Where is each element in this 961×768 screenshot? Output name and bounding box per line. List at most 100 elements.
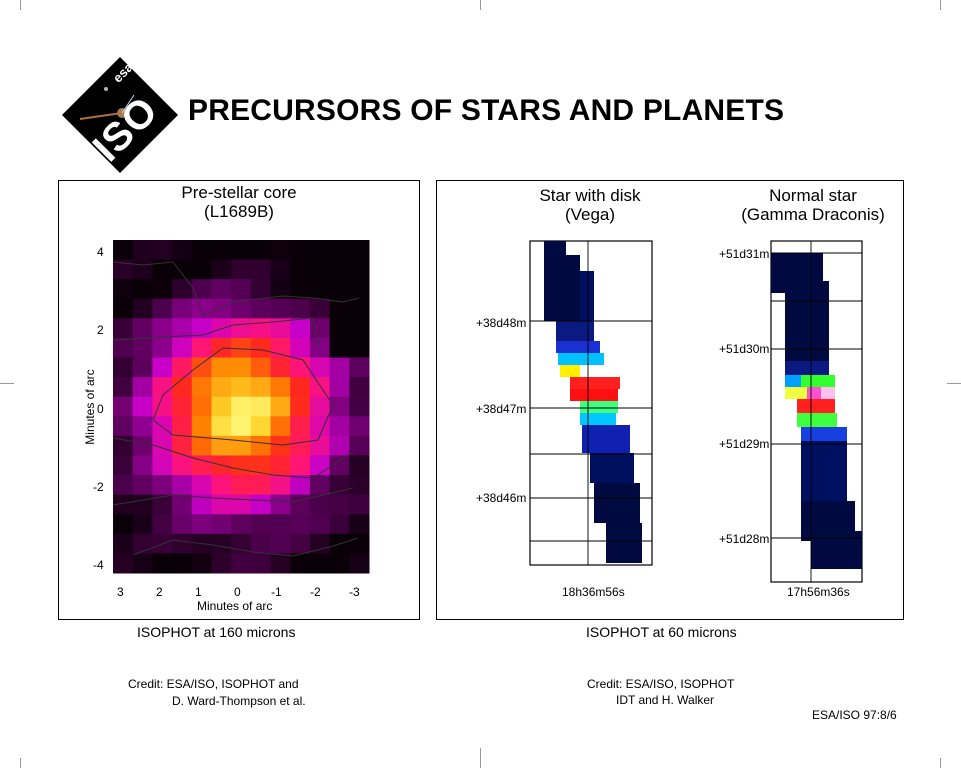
heatmap-cell bbox=[172, 435, 193, 456]
gamma-dec-tick: +51d29m bbox=[719, 437, 770, 451]
heatmap-cell bbox=[309, 553, 331, 574]
y-tick: -2 bbox=[93, 480, 104, 494]
heatmap-cell bbox=[250, 279, 272, 300]
heatmap-cell bbox=[290, 377, 311, 398]
x-tick: -1 bbox=[271, 585, 282, 599]
heatmap-cell bbox=[250, 494, 272, 515]
heatmap-cell bbox=[132, 514, 153, 535]
heatmap-cell bbox=[231, 318, 252, 339]
map-cell bbox=[821, 387, 835, 399]
heatmap-cell bbox=[211, 475, 232, 496]
map-cell bbox=[797, 413, 837, 427]
left-panel-title-2: (L1689B) bbox=[204, 202, 274, 221]
heatmap-cell bbox=[211, 396, 232, 417]
y-axis-label: Minutes of arc bbox=[83, 369, 97, 445]
heatmap-cell bbox=[172, 475, 193, 496]
heatmap-cell bbox=[132, 279, 153, 300]
heatmap-cell bbox=[270, 455, 291, 476]
heatmap-cell bbox=[290, 475, 311, 496]
heatmap-cell bbox=[349, 416, 370, 437]
heatmap-cell bbox=[290, 337, 311, 359]
map-cell bbox=[580, 413, 616, 425]
map-cell bbox=[544, 241, 566, 321]
heatmap-cell bbox=[250, 475, 272, 496]
heatmap-cell bbox=[152, 514, 173, 535]
heatmap-cell bbox=[152, 337, 173, 359]
heatmap-cell bbox=[172, 553, 193, 574]
heatmap-cell bbox=[172, 416, 193, 437]
heatmap-cell bbox=[329, 240, 350, 261]
heatmap-cell bbox=[250, 416, 272, 437]
right-credit-2: IDT and H. Walker bbox=[616, 693, 715, 707]
left-panel-title-1: Pre-stellar core bbox=[181, 183, 297, 202]
heatmap-cell bbox=[270, 240, 291, 261]
heatmap-cell bbox=[113, 416, 134, 437]
heatmap-cell bbox=[250, 533, 272, 554]
vega-title-2: (Vega) bbox=[564, 205, 616, 224]
heatmap-cell bbox=[231, 240, 252, 261]
vega-map bbox=[529, 240, 653, 566]
heatmap-cell bbox=[309, 240, 331, 261]
heatmap-cell bbox=[270, 416, 291, 437]
heatmap-cell bbox=[349, 475, 370, 496]
heatmap-cell bbox=[132, 553, 153, 574]
heatmap-cell bbox=[349, 240, 370, 261]
heatmap-cell bbox=[231, 455, 252, 476]
map-cell bbox=[606, 523, 642, 563]
map-cell bbox=[580, 401, 618, 413]
heatmap-cell bbox=[172, 259, 193, 280]
map-cell bbox=[811, 531, 862, 569]
heatmap-cell bbox=[309, 337, 331, 359]
x-tick: -3 bbox=[349, 585, 360, 599]
heatmap-cell bbox=[191, 416, 212, 437]
heatmap-cell bbox=[211, 533, 232, 554]
heatmap-cell bbox=[250, 259, 272, 280]
heatmap-cell bbox=[152, 435, 173, 456]
gamma-dec-tick: +51d31m bbox=[719, 247, 770, 261]
map-cell bbox=[807, 387, 821, 399]
heatmap-cell bbox=[290, 435, 311, 456]
map-cell bbox=[566, 255, 580, 325]
heatmap-cell bbox=[132, 298, 153, 319]
y-tick: 0 bbox=[97, 402, 104, 416]
heatmap-cell bbox=[250, 455, 272, 476]
heatmap-cell bbox=[290, 298, 311, 319]
heatmap-cell bbox=[113, 533, 134, 554]
heatmap-cell bbox=[329, 514, 350, 535]
heatmap-cell bbox=[329, 416, 350, 437]
x-axis-label: Minutes of arc bbox=[197, 599, 273, 613]
contour-line bbox=[152, 347, 334, 446]
heatmap-cell bbox=[250, 357, 272, 378]
heatmap-cell bbox=[329, 298, 350, 319]
heatmap-cell bbox=[191, 475, 212, 496]
heatmap-cell bbox=[231, 259, 252, 280]
heatmap-cell bbox=[132, 240, 153, 261]
right-caption: ISOPHOT at 60 microns bbox=[586, 624, 737, 640]
heatmap-cell bbox=[211, 279, 232, 300]
heatmap-cell bbox=[290, 416, 311, 437]
heatmap-cell bbox=[152, 240, 173, 261]
heatmap-cell bbox=[132, 337, 153, 359]
map-cell bbox=[785, 387, 807, 399]
heatmap-cell bbox=[270, 435, 291, 456]
heatmap-cell bbox=[349, 553, 370, 574]
heatmap-cell bbox=[113, 494, 134, 515]
heatmap-cell bbox=[132, 259, 153, 280]
heatmap-cell bbox=[270, 494, 291, 515]
heatmap-cell bbox=[152, 357, 173, 378]
heatmap-cell bbox=[113, 279, 134, 300]
heatmap-cell bbox=[113, 337, 134, 359]
heatmap-cell bbox=[270, 259, 291, 280]
heatmap-cell bbox=[231, 357, 252, 378]
heatmap-cell bbox=[250, 298, 272, 319]
map-cell bbox=[785, 361, 829, 375]
heatmap-cell bbox=[211, 553, 232, 574]
heatmap-cell bbox=[152, 416, 173, 437]
heatmap-cell bbox=[231, 377, 252, 398]
heatmap-cell bbox=[349, 455, 370, 476]
heatmap-cell bbox=[132, 455, 153, 476]
heatmap-cell bbox=[309, 494, 331, 515]
heatmap-cell bbox=[132, 435, 153, 456]
heatmap-cell bbox=[309, 377, 331, 398]
heatmap-cell bbox=[270, 337, 291, 359]
